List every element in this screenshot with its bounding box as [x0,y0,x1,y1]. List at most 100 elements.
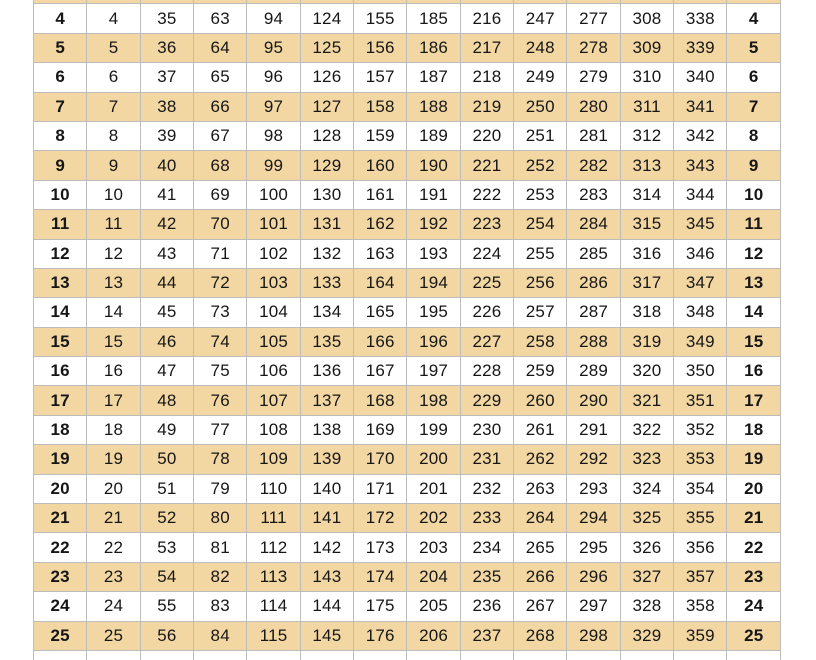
day-of-year-value-cell [673,649,728,660]
day-of-year-value-cell: 203 [406,532,461,563]
day-of-year-value-cell: 46 [139,326,195,358]
day-of-year-value-cell: 13 [86,267,141,299]
day-of-year-value-cell: 353 [673,444,728,475]
day-of-year-value-cell: 344 [673,179,728,211]
table-row: 21 21 52 80 111 141 172 202 233 264 294 325 355 21 [32,503,781,534]
day-of-year-value-cell: 357 [673,561,728,593]
day-of-year-value-cell: 296 [566,561,621,593]
day-of-year-value-cell: 280 [566,91,621,122]
day-of-year-value-cell: 77 [193,414,248,446]
day-of-year-value-cell: 36 [139,32,195,64]
day-of-year-value-cell: 104 [246,297,301,328]
day-of-year-value-cell: 68 [193,150,248,181]
day-of-year-value-cell: 49 [139,414,195,446]
table-row: 4 4 35 63 94 124 155 185 216 247 277 308 338 4 [32,3,781,34]
day-of-year-value-cell: 225 [459,267,515,299]
day-of-year-value-cell: 285 [566,238,621,269]
table-row: 14 14 45 73 104 134 165 195 226 257 287 318 348 14 [32,297,781,328]
day-of-year-value-cell: 19 [86,444,141,475]
day-of-year-value-cell: 192 [406,209,461,240]
day-cell-left: 13 [32,267,88,299]
day-of-year-value-cell: 293 [566,473,621,505]
day-of-year-value-cell: 82 [193,561,248,593]
day-of-year-value-cell: 286 [566,267,621,299]
day-of-year-value-cell: 4 [86,3,141,34]
day-of-year-value-cell: 287 [566,297,621,328]
day-of-year-value-cell: 142 [299,532,355,563]
day-cell-right: 4 [726,3,781,34]
day-of-year-value-cell: 50 [139,444,195,475]
table-row: 24 24 55 83 114 144 175 205 236 267 297 328 358 24 [32,591,781,622]
day-of-year-value-cell: 186 [406,32,461,64]
day-of-year-value-cell: 55 [139,591,195,622]
day-cell-right: 20 [726,473,781,505]
table-row: 15 15 46 74 105 135 166 196 227 258 288 319 349 15 [32,326,781,358]
day-of-year-value-cell: 133 [299,267,355,299]
day-of-year-value-cell: 157 [353,62,408,93]
day-cell-left: 11 [32,209,88,240]
day-of-year-value-cell: 256 [513,267,568,299]
day-of-year-value-cell: 161 [353,179,408,211]
day-of-year-value-cell: 96 [246,62,301,93]
day-of-year-value-cell: 314 [619,179,675,211]
day-of-year-value-cell: 80 [193,503,248,534]
day-of-year-value-cell: 190 [406,150,461,181]
day-of-year-value-cell: 189 [406,120,461,152]
day-of-year-value-cell: 295 [566,532,621,563]
day-of-year-value-cell: 139 [299,444,355,475]
day-of-year-value-cell: 224 [459,238,515,269]
day-of-year-value-cell: 98 [246,120,301,152]
day-of-year-value-cell: 291 [566,414,621,446]
day-of-year-value-cell: 37 [139,62,195,93]
day-of-year-value-cell: 259 [513,356,568,387]
day-of-year-value-cell: 64 [193,32,248,64]
day-of-year-value-cell: 196 [406,326,461,358]
day-of-year-value-cell [193,649,248,660]
day-cell-right: 5 [726,32,781,64]
table-row: 18 18 49 77 108 138 169 199 230 261 291 322 352 18 [32,414,781,446]
day-of-year-value-cell: 328 [619,591,675,622]
day-of-year-value-cell: 346 [673,238,728,269]
day-of-year-value-cell: 173 [353,532,408,563]
day-of-year-value-cell: 283 [566,179,621,211]
day-cell-right: 24 [726,591,781,622]
day-cell-left: 23 [32,561,88,593]
day-cell-left: 10 [32,179,88,211]
day-of-year-value-cell: 265 [513,532,568,563]
day-of-year-value-cell: 155 [353,3,408,34]
day-of-year-value-cell: 100 [246,179,301,211]
day-of-year-value-cell: 108 [246,414,301,446]
day-of-year-value-cell: 294 [566,503,621,534]
day-cell-right: 12 [726,238,781,269]
day-of-year-value-cell: 247 [513,3,568,34]
day-of-year-value-cell [353,649,408,660]
day-of-year-value-cell: 355 [673,503,728,534]
day-of-year-value-cell: 170 [353,444,408,475]
day-of-year-value-cell: 254 [513,209,568,240]
day-of-year-value-cell: 124 [299,3,355,34]
day-of-year-value-cell: 130 [299,179,355,211]
day-of-year-value-cell: 115 [246,620,301,651]
day-of-year-value-cell: 140 [299,473,355,505]
day-of-year-value-cell: 106 [246,356,301,387]
table-row: 23 23 54 82 113 143 174 204 235 266 296 327 357 23 [32,561,781,593]
day-of-year-value-cell: 84 [193,620,248,651]
day-of-year-value-cell: 277 [566,3,621,34]
day-of-year-value-cell: 202 [406,503,461,534]
table-row: 12 12 43 71 102 132 163 193 224 255 285 316 346 12 [32,238,781,269]
day-of-year-value-cell [619,649,675,660]
day-of-year-value-cell: 158 [353,91,408,122]
day-of-year-value-cell: 83 [193,591,248,622]
day-of-year-value-cell: 311 [619,91,675,122]
day-of-year-value-cell: 41 [139,179,195,211]
day-of-year-value-cell: 200 [406,444,461,475]
day-of-year-value-cell: 340 [673,62,728,93]
day-of-year-value-cell: 199 [406,414,461,446]
day-of-year-value-cell: 144 [299,591,355,622]
day-of-year-value-cell [566,649,621,660]
day-of-year-value-cell: 204 [406,561,461,593]
day-cell-right: 17 [726,385,781,416]
day-of-year-value-cell: 237 [459,620,515,651]
day-of-year-value-cell: 128 [299,120,355,152]
day-of-year-value-cell: 164 [353,267,408,299]
